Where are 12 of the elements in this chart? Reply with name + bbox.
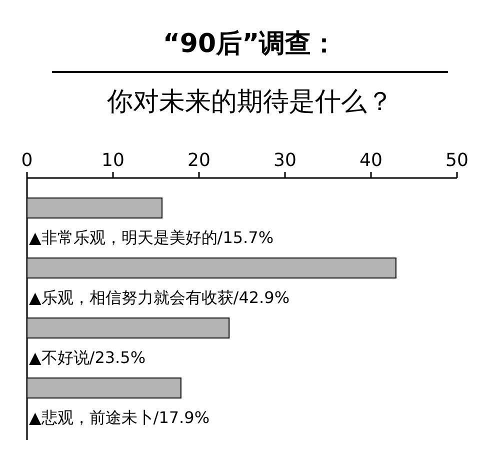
chart-title: “90后”调查：	[162, 29, 338, 59]
x-tick-label: 40	[360, 150, 382, 171]
chart-subtitle: 你对未来的期待是什么？	[106, 87, 393, 117]
x-tick-label: 50	[446, 150, 468, 171]
y-tick-label: ▲不好说/23.5%	[29, 348, 146, 367]
y-tick-label: ▲非常乐观，明天是美好的/15.7%	[29, 228, 274, 247]
y-tick-label: ▲悲观，前途未卜/17.9%	[29, 408, 210, 427]
x-tick-label: 20	[188, 150, 210, 171]
x-tick-label: 0	[21, 150, 33, 171]
y-tick-label: ▲乐观，相信努力就会有收获/42.9%	[29, 288, 290, 307]
x-tick-label: 30	[274, 150, 296, 171]
x-tick-label: 10	[102, 150, 124, 171]
